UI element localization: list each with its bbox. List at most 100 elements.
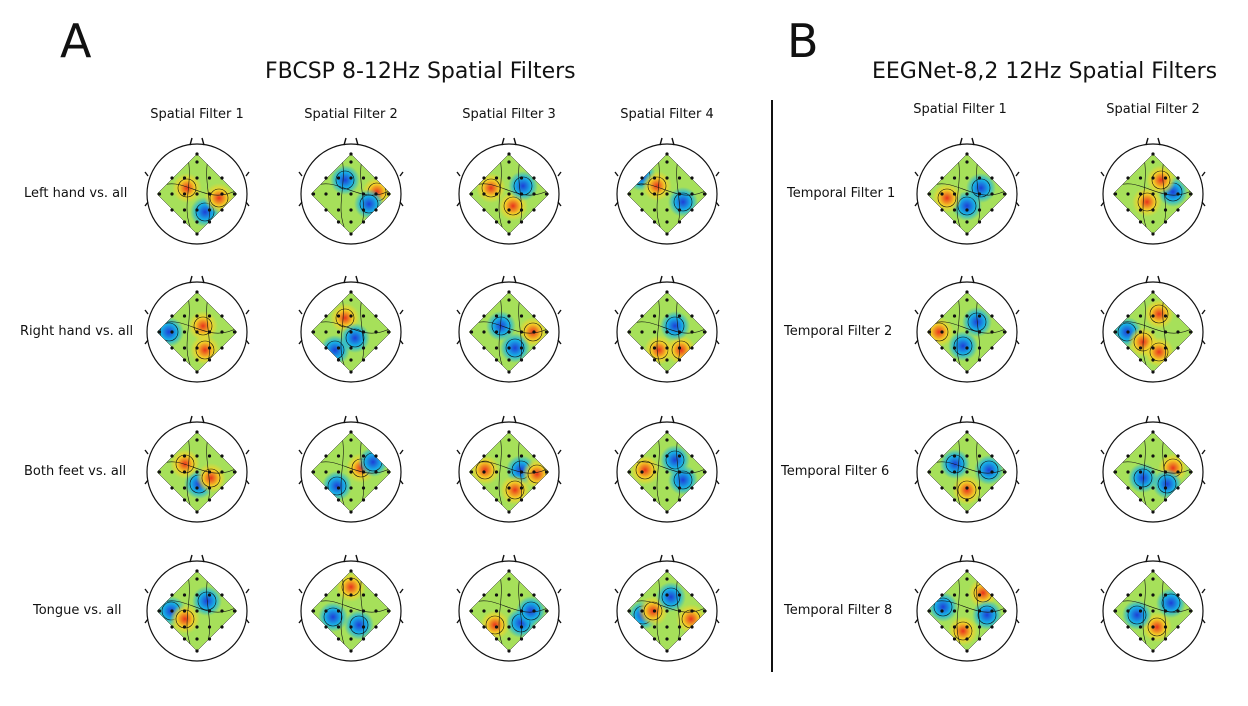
topomap-a: [456, 554, 562, 662]
ear-markers: [298, 171, 404, 207]
head-outline: [146, 560, 248, 662]
topomap-b: [1100, 275, 1206, 383]
topomap-a: [614, 554, 720, 662]
ear-markers: [614, 449, 720, 485]
electrodes: [1113, 152, 1193, 236]
nose-marker: [189, 275, 205, 284]
electrodes: [1113, 430, 1193, 514]
nose-marker: [959, 137, 975, 146]
ear-markers: [298, 449, 404, 485]
ear-markers: [614, 171, 720, 207]
electrodes: [627, 152, 707, 236]
nose-marker: [189, 137, 205, 146]
panel-a-row-label: Both feet vs. all: [24, 464, 127, 479]
topomap-a: [614, 275, 720, 383]
ear-markers: [1100, 449, 1206, 485]
electrodes: [469, 569, 549, 653]
ear-markers: [914, 309, 1020, 345]
topomap-a: [456, 137, 562, 245]
nose-marker: [343, 137, 359, 146]
nose-marker: [659, 415, 675, 424]
ear-markers: [456, 309, 562, 345]
panel-a-row-label: Right hand vs. all: [20, 324, 134, 339]
nose-marker: [189, 554, 205, 563]
topomap-a: [456, 415, 562, 523]
topomap-b: [1100, 137, 1206, 245]
head-outline: [1102, 281, 1204, 383]
ear-markers: [456, 449, 562, 485]
panel-a-title: FBCSP 8-12Hz Spatial Filters: [265, 59, 576, 84]
ear-markers: [1100, 309, 1206, 345]
nose-marker: [1145, 137, 1161, 146]
nose-marker: [1145, 275, 1161, 284]
electrodes: [927, 430, 1007, 514]
head-outline: [1102, 421, 1204, 523]
ear-markers: [914, 171, 1020, 207]
topomap-b: [914, 275, 1020, 383]
panel-a-column-header: Spatial Filter 3: [462, 107, 556, 122]
electrodes: [1113, 569, 1193, 653]
head-outline: [300, 421, 402, 523]
nose-marker: [501, 275, 517, 284]
topomap-b: [1100, 415, 1206, 523]
head-outline: [300, 281, 402, 383]
topomap-a: [144, 275, 250, 383]
head-outline: [916, 143, 1018, 245]
ear-markers: [456, 588, 562, 624]
head-outline: [616, 560, 718, 662]
nose-marker: [1145, 415, 1161, 424]
head-outline: [300, 143, 402, 245]
panel-b-column-header: Spatial Filter 1: [913, 102, 1007, 117]
topomap-a: [298, 415, 404, 523]
head-outline: [458, 560, 560, 662]
topomap-b: [914, 137, 1020, 245]
nose-marker: [189, 415, 205, 424]
head-outline: [916, 560, 1018, 662]
electrodes: [469, 290, 549, 374]
head-outline: [146, 281, 248, 383]
head-outline: [300, 560, 402, 662]
panel-a-column-header: Spatial Filter 2: [304, 107, 398, 122]
panel-a-letter: A: [60, 14, 92, 68]
head-outline: [616, 281, 718, 383]
electrodes: [311, 290, 391, 374]
electrodes: [311, 569, 391, 653]
nose-marker: [659, 137, 675, 146]
electrodes: [927, 569, 1007, 653]
topomap-b: [914, 554, 1020, 662]
head-outline: [146, 421, 248, 523]
nose-marker: [343, 275, 359, 284]
topomap-b: [1100, 554, 1206, 662]
head-outline: [458, 281, 560, 383]
panel-b-letter: B: [787, 14, 819, 68]
nose-marker: [1145, 554, 1161, 563]
topomap-a: [456, 275, 562, 383]
electrodes: [927, 290, 1007, 374]
panel-b-title: EEGNet-8,2 12Hz Spatial Filters: [872, 59, 1218, 84]
nose-marker: [343, 554, 359, 563]
panel-b-row-label: Temporal Filter 1: [787, 186, 896, 201]
panel-b-row-label: Temporal Filter 6: [781, 464, 890, 479]
ear-markers: [144, 171, 250, 207]
ear-markers: [456, 171, 562, 207]
ear-markers: [914, 588, 1020, 624]
head-outline: [1102, 560, 1204, 662]
topomap-b: [914, 415, 1020, 523]
nose-marker: [501, 137, 517, 146]
head-outline: [916, 281, 1018, 383]
electrodes: [627, 430, 707, 514]
panel-divider: [771, 100, 773, 672]
electrodes: [469, 430, 549, 514]
ear-markers: [144, 449, 250, 485]
topomap-a: [614, 415, 720, 523]
ear-markers: [144, 588, 250, 624]
nose-marker: [659, 275, 675, 284]
electrodes: [157, 290, 237, 374]
panel-b-column-header: Spatial Filter 2: [1106, 102, 1200, 117]
electrodes: [311, 430, 391, 514]
electrodes: [311, 152, 391, 236]
nose-marker: [501, 554, 517, 563]
nose-marker: [959, 275, 975, 284]
ear-markers: [614, 309, 720, 345]
electrodes: [627, 290, 707, 374]
